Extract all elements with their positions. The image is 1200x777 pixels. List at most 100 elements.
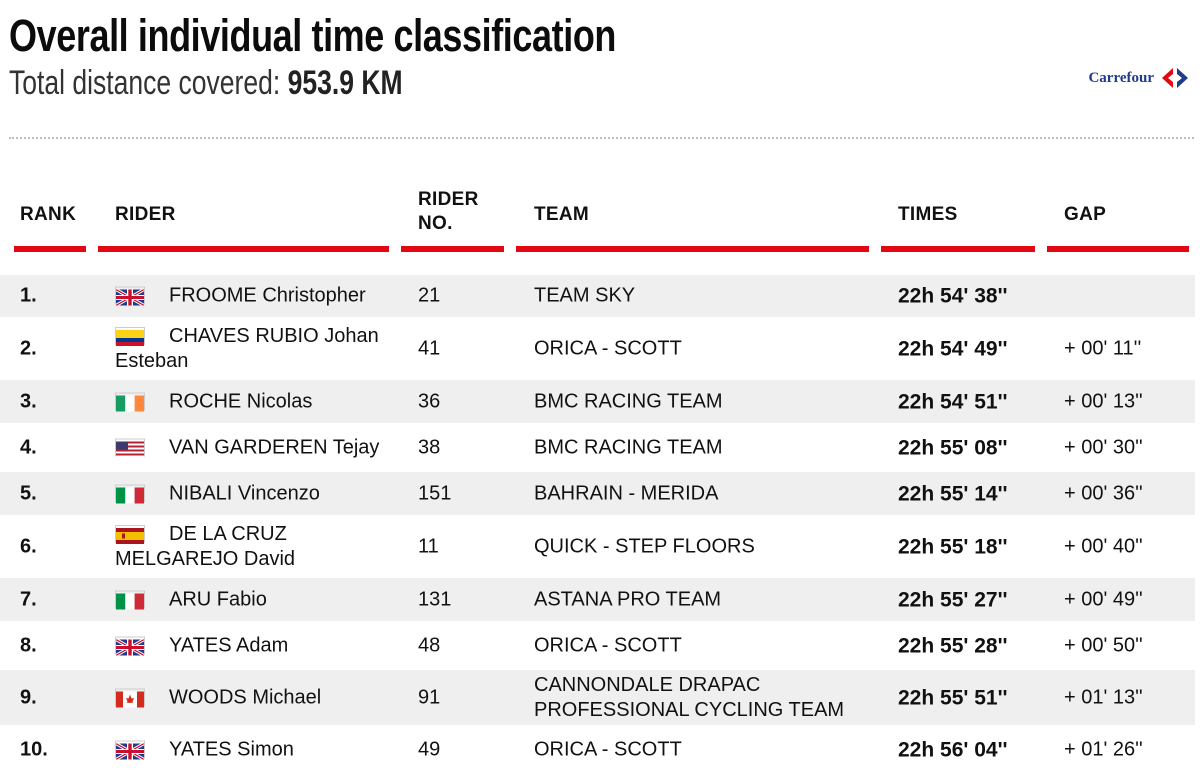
rider-name-link[interactable]: FROOME Christopher (169, 284, 366, 307)
table-row[interactable]: 3. ROCHE Nicolas 36 BMC RACING TEAM 22h 54' … (0, 380, 1195, 426)
time-cell: 22h 54' 38'' (898, 284, 1008, 308)
column-rider-no-line2: NO. (418, 213, 453, 234)
rider-number-cell: 36 (418, 390, 441, 412)
table-row[interactable]: 10. YATES Simon 49 ORICA - SCOTT 22h 56' 04'… (0, 728, 1195, 774)
table-row[interactable]: 6. DE LA CRUZ MELGAREJO David 11 QUICK - ST… (0, 518, 1195, 578)
gap-cell: + 00' 30'' (1064, 436, 1143, 458)
rider-number-cell: 151 (418, 482, 452, 504)
column-gap: GAP (1064, 204, 1107, 225)
rank-cell: 4. (20, 436, 37, 458)
sponsor-logo[interactable]: Carrefour (1088, 66, 1192, 90)
sponsor-name: Carrefour (1088, 69, 1154, 86)
table-row[interactable]: 4. VAN GARDEREN Tejay 38 BMC RACING TEAM 22h… (0, 426, 1195, 472)
rider-cell: DE LA CRUZ MELGAREJO David (115, 522, 415, 572)
team-cell: ORICA - SCOTT (534, 738, 682, 760)
rider-cell: ROCHE Nicolas (115, 389, 415, 414)
team-cell: ORICA - SCOTT (534, 634, 682, 656)
ca-flag-icon (115, 688, 145, 707)
column-team: TEAM (534, 204, 590, 225)
classification-table-body: 1. FROOME Christopher 21 TEAM SKY 22h 54' 38… (0, 275, 1200, 774)
rider-number-cell: 131 (418, 588, 452, 610)
rider-cell: YATES Adam (115, 633, 415, 658)
time-cell: 22h 55' 27'' (898, 588, 1008, 611)
table-row[interactable]: 5. NIBALI Vincenzo 151 BAHRAIN - MERIDA 22h … (0, 472, 1195, 518)
carrefour-icon (1162, 68, 1188, 88)
team-cell: TEAM SKY (534, 284, 636, 307)
total-distance: Total distance covered: 953.9 KM (9, 62, 403, 104)
rank-cell: 7. (20, 588, 37, 610)
gap-cell: + 00' 11'' (1064, 337, 1142, 359)
gb-flag-icon (115, 740, 145, 761)
table-row[interactable]: 9. WOODS Michael 91 CANNONDALE DRAPAC PROFE… (0, 670, 1195, 728)
table-header: RANK RIDER RIDER NO. TEAM TIMES GAP (0, 186, 1200, 256)
gap-cell: + 00' 50'' (1064, 634, 1143, 656)
rank-cell: 1. (20, 284, 37, 307)
rank-cell: 5. (20, 482, 37, 504)
column-times: TIMES (898, 204, 958, 225)
rider-name-link[interactable]: VAN GARDEREN Tejay (169, 436, 380, 458)
es-flag-icon (115, 524, 145, 544)
rider-number-cell: 91 (418, 686, 441, 708)
column-rider-no-underline (401, 246, 504, 252)
gap-cell: + 00' 13'' (1064, 390, 1143, 412)
rider-number-cell: 38 (418, 436, 441, 458)
time-cell: 22h 55' 28'' (898, 634, 1008, 657)
rider-cell: ARU Fabio (115, 587, 415, 612)
column-team-underline (516, 246, 869, 252)
time-cell: 22h 54' 49'' (898, 337, 1008, 360)
time-cell: 22h 55' 14'' (898, 482, 1008, 505)
ie-flag-icon (115, 392, 145, 411)
column-rider-no-line1: RIDER (418, 189, 479, 210)
time-cell: 22h 55' 08'' (898, 436, 1008, 459)
rider-name-link[interactable]: YATES Adam (169, 634, 289, 656)
column-rider-underline (98, 246, 389, 252)
rider-cell: CHAVES RUBIO Johan Esteban (115, 324, 415, 374)
rider-cell: FROOME Christopher (115, 284, 415, 309)
column-rider: RIDER (115, 204, 176, 225)
team-cell: ASTANA PRO TEAM (534, 588, 722, 610)
gap-cell: + 00' 36'' (1064, 482, 1143, 504)
rank-cell: 8. (20, 634, 37, 656)
rank-cell: 9. (20, 686, 37, 708)
it-flag-icon (115, 484, 145, 503)
table-row[interactable]: 1. FROOME Christopher 21 TEAM SKY 22h 54' 38… (0, 275, 1195, 320)
page-title: Overall individual time classification (9, 10, 617, 61)
rider-name-link[interactable]: ROCHE Nicolas (169, 390, 313, 412)
gap-cell: + 00' 40'' (1064, 535, 1143, 557)
co-flag-icon (115, 326, 145, 346)
team-cell: QUICK - STEP FLOORS (534, 535, 755, 557)
rider-number-cell: 41 (418, 337, 441, 359)
column-times-underline (881, 246, 1035, 252)
rider-cell: NIBALI Vincenzo (115, 481, 415, 506)
rider-name-link[interactable]: YATES Simon (169, 738, 294, 760)
column-rider-no: RIDER NO. (418, 188, 479, 236)
time-cell: 22h 54' 51'' (898, 390, 1008, 413)
table-row[interactable]: 8. YATES Adam 48 ORICA - SCOTT 22h 55' 28'' +… (0, 624, 1195, 670)
rider-number-cell: 21 (418, 284, 441, 307)
rider-name-link[interactable]: CHAVES RUBIO Johan Esteban (115, 324, 379, 372)
table-row[interactable]: 2. CHAVES RUBIO Johan Esteban 41 ORICA - SC… (0, 320, 1195, 380)
time-cell: 22h 56' 04'' (898, 738, 1008, 761)
time-cell: 22h 55' 51'' (898, 686, 1008, 709)
rider-cell: WOODS Michael (115, 685, 415, 710)
it-flag-icon (115, 590, 145, 609)
rider-cell: YATES Simon (115, 737, 415, 762)
distance-value: 953.9 KM (287, 64, 403, 102)
rank-cell: 6. (20, 535, 37, 557)
us-flag-icon (115, 438, 145, 457)
time-cell: 22h 55' 18'' (898, 535, 1008, 558)
rider-number-cell: 49 (418, 738, 441, 760)
header-divider (9, 137, 1194, 139)
team-cell: ORICA - SCOTT (534, 337, 682, 359)
table-row[interactable]: 7. ARU Fabio 131 ASTANA PRO TEAM 22h 55' 27'… (0, 578, 1195, 624)
gap-cell: + 00' 49'' (1064, 588, 1143, 610)
gb-flag-icon (115, 286, 145, 307)
rider-cell: VAN GARDEREN Tejay (115, 435, 415, 460)
rider-name-link[interactable]: NIBALI Vincenzo (169, 482, 320, 504)
team-cell: BAHRAIN - MERIDA (534, 482, 719, 504)
rider-name-link[interactable]: WOODS Michael (169, 686, 322, 708)
rider-name-link[interactable]: DE LA CRUZ MELGAREJO David (115, 522, 296, 570)
rider-name-link[interactable]: ARU Fabio (169, 588, 267, 610)
column-rank-underline (14, 246, 86, 252)
team-cell: CANNONDALE DRAPAC PROFESSIONAL CYCLING T… (534, 673, 845, 721)
